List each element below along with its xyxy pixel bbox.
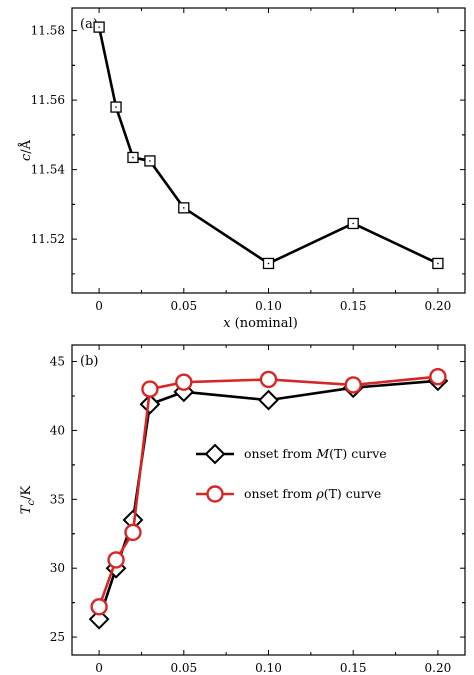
- y-axis-variable: T: [19, 504, 34, 514]
- x-tick-label: 0.05: [170, 299, 197, 313]
- y-tick-label: 11.52: [31, 232, 65, 246]
- data-point-diamond: [88, 608, 110, 630]
- data-point-center: [149, 160, 151, 162]
- legend-label-variable: M: [315, 446, 330, 461]
- y-axis-variable: c: [19, 153, 34, 161]
- series-0: [93, 21, 444, 270]
- y-tick-label: 40: [50, 423, 65, 437]
- data-point-center: [183, 207, 185, 209]
- y-axis-unit: /Å: [18, 139, 34, 153]
- data-point-circle: [429, 367, 447, 386]
- x-tick-label: 0.05: [170, 661, 197, 675]
- y-axis-title: c/Å: [18, 139, 34, 161]
- data-point-circle: [259, 370, 278, 389]
- data-point-center: [352, 222, 354, 225]
- y-axis-subscript: c: [26, 500, 37, 506]
- y-tick-label: 30: [50, 561, 65, 575]
- legend-marker-diamond: [204, 443, 226, 465]
- legend-label: onset from ρ(T) curve: [244, 486, 381, 501]
- legend-label-suffix: (T) curve: [329, 446, 387, 461]
- x-tick-label: 0.20: [425, 661, 452, 675]
- data-point-circle: [124, 523, 142, 542]
- x-tick-label: 0.20: [425, 299, 452, 313]
- x-tick-label: 0: [95, 661, 103, 675]
- y-tick-label: 11.58: [31, 24, 65, 38]
- data-point-center: [115, 106, 117, 108]
- data-point-circle: [141, 380, 159, 398]
- legend-label-variable: ρ: [315, 486, 324, 501]
- series-line: [97, 26, 439, 265]
- data-point-circle: [107, 551, 125, 569]
- y-tick-label: 35: [50, 492, 65, 506]
- data-point-center: [437, 262, 439, 265]
- chart-panel-a: 0 0.05 0.10 0.15 0.20 11.52 11.54 11.56 11.58 (a)…: [18, 7, 466, 331]
- x-axis-variable: x: [223, 316, 231, 331]
- data-point-circle: [344, 376, 362, 394]
- x-tick-label: 0.10: [255, 661, 282, 675]
- panel-label: (b): [80, 354, 98, 369]
- x-axis-unit: (nominal): [231, 316, 298, 331]
- data-point-diamond: [139, 393, 161, 415]
- x-tick-label: 0.15: [340, 661, 367, 675]
- data-point-diamond: [258, 389, 279, 411]
- data-point-center: [267, 262, 270, 265]
- legend-label-prefix: onset from: [244, 446, 316, 461]
- x-tick-label: 0.15: [340, 299, 367, 313]
- y-tick-label: 11.54: [31, 163, 66, 177]
- data-point-center: [132, 156, 134, 159]
- y-axis-title: Tc/K: [19, 486, 37, 515]
- y-tick-label: 11.56: [31, 93, 65, 107]
- legend-label: onset from M(T) curve: [244, 446, 387, 461]
- y-tick-label: 25: [50, 630, 65, 644]
- legend-label-prefix: onset from: [244, 486, 316, 501]
- y-axis-unit: /K: [19, 486, 34, 500]
- data-point-center: [98, 26, 100, 28]
- panel-label: (a): [80, 17, 98, 32]
- legend-marker-circle: [206, 485, 224, 503]
- x-tick-label: 0: [95, 299, 103, 313]
- data-point-circle: [90, 598, 108, 616]
- series-1: [90, 367, 447, 616]
- x-tick-label: 0.10: [255, 299, 282, 313]
- data-point-circle: [175, 373, 193, 391]
- legend-label-suffix: (T) curve: [324, 486, 382, 501]
- x-axis-title: x (nominal): [223, 316, 298, 331]
- y-tick-label: 45: [50, 355, 65, 369]
